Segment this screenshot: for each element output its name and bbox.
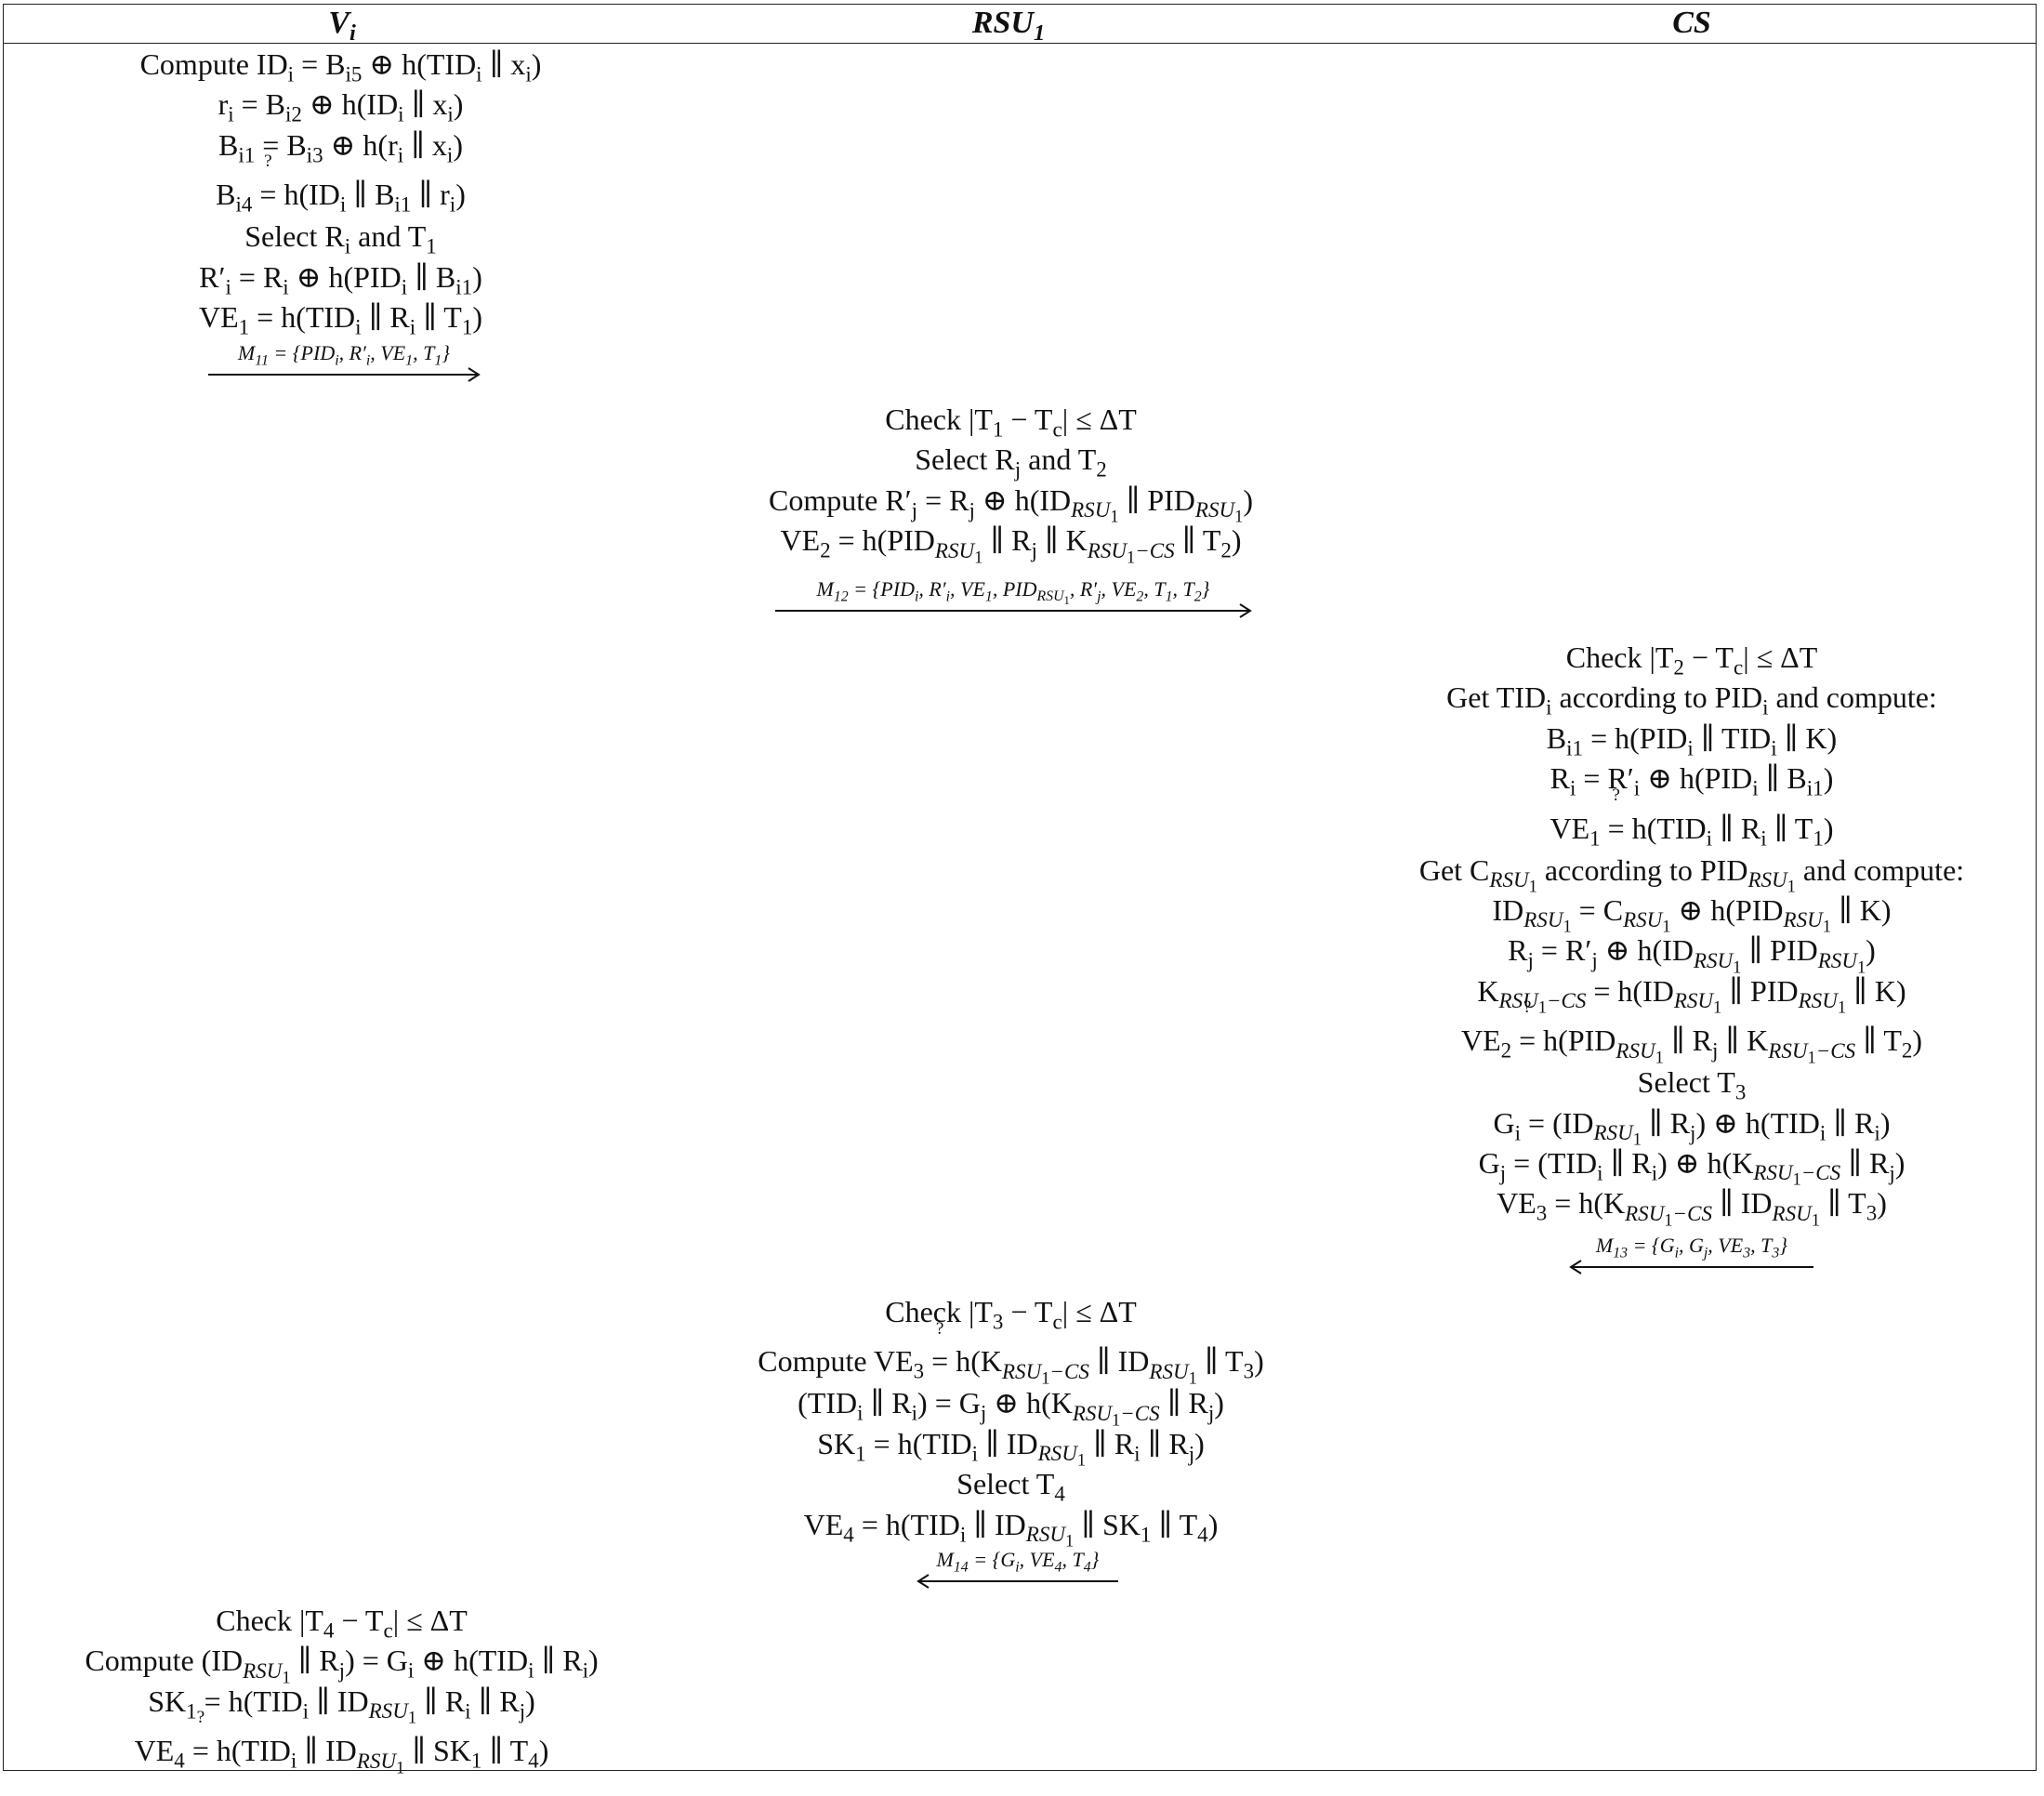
step-line: Bi1 = h(PIDi ∥ TIDi ∥ K) — [1546, 720, 1838, 760]
step-line: Check |T1 − Tc| ≤ ΔT — [885, 403, 1137, 442]
left-arrow-icon — [1569, 1260, 1813, 1274]
step-line: Check |T3 − Tc| ≤ ΔT — [885, 1295, 1137, 1334]
step-line: Select T3 — [1637, 1065, 1747, 1104]
column-header-cs-text: CS — [1672, 6, 1711, 40]
column-header-rsu-text: RSU1 — [971, 6, 1046, 46]
rsu-respond-steps: Check |T3 − Tc| ≤ ΔT Compute VE3 ? = h(KR… — [674, 1292, 1348, 1551]
step-line: Gi = (IDRSU1 ∥ Rj) ⊕ h(TIDi ∥ Ri) — [1493, 1105, 1891, 1149]
step-line: Compute VE3 ? = h(KRSU1−CS ∥ IDRSU1 ∥ T3) — [758, 1318, 1264, 1388]
right-arrow-icon — [775, 603, 1252, 618]
step-line: R′i = Ri ⊕ h(PIDi ∥ Bi1) — [199, 259, 482, 298]
rsu-forward-steps: Check |T1 − Tc| ≤ ΔT Select Rj and T2 Co… — [674, 400, 1348, 567]
step-line: Gj = (TIDi ∥ Ri) ⊕ h(KRSU1−CS ∥ Rj) — [1478, 1145, 1906, 1189]
step-line: Compute R′j = Rj ⊕ h(IDRSU1 ∥ PIDRSU1) — [769, 482, 1253, 526]
step-line: SK1 = h(TIDi ∥ IDRSU1 ∥ Ri ∥ Rj) — [148, 1684, 535, 1727]
message-m14-label: M14 = {Gi, VE4, T4} — [936, 1548, 1100, 1576]
step-line: Bi1 = Bi3 ⊕ h(ri ∥ xi) — [218, 127, 463, 167]
step-line: Select Rj and T2 — [915, 442, 1107, 482]
step-line: KRSU1−CS = h(IDRSU1 ∥ PIDRSU1 ∥ K) — [1477, 973, 1906, 1017]
step-line: Compute (IDRSU1 ∥ Rj) = Gi ⊕ h(TIDi ∥ Ri… — [85, 1644, 599, 1687]
step-line: Compute IDi = Bi5 ⊕ h(TIDi ∥ xi) — [139, 47, 542, 86]
header-rule — [3, 43, 2037, 44]
step-line: Select Ri and T1 — [244, 219, 437, 258]
step-line: Get CRSU1 according to PIDRSU1 and compu… — [1418, 852, 1965, 896]
step-line: Check |T4 − Tc| ≤ ΔT — [216, 1604, 468, 1643]
message-m13-label: M13 = {Gi, Gj, VE3, T3} — [1595, 1234, 1788, 1261]
step-line: VE1 = h(TIDi ∥ Ri ∥ T1) — [198, 299, 483, 339]
right-arrow-icon — [208, 367, 481, 382]
message-m12: M12 = {PIDi, R′i, VE1, PIDRSU1, R′j, VE2… — [744, 576, 1283, 619]
step-line: SK1 = h(TIDi ∥ IDRSU1 ∥ Ri ∥ Rj) — [817, 1426, 1205, 1470]
step-line: Ri = R′i ⊕ h(PIDi ∥ Bi1) — [1549, 761, 1834, 800]
step-line: VE2 ? = h(PIDRSU1 ∥ Rj ∥ KRSU1−CS ∥ T2) — [1460, 997, 1923, 1067]
step-line: Select T4 — [956, 1467, 1065, 1506]
message-m11: M11 = {PIDi, R′i, VE1, T1} — [195, 340, 493, 383]
column-header-cs: CS — [1348, 4, 2036, 43]
step-line: VE2 = h(PIDRSU1 ∥ Rj ∥ KRSU1−CS ∥ T2) — [780, 523, 1242, 567]
column-header-vehicle: Vi — [7, 4, 677, 46]
column-header-rsu: RSU1 — [665, 4, 1352, 46]
protocol-table-frame — [3, 4, 2037, 1771]
step-line: VE1 ? = h(TIDi ∥ Ri ∥ T1) — [1549, 785, 1834, 850]
step-line: ri = Bi2 ⊕ h(IDi ∥ xi) — [218, 87, 464, 126]
message-m11-label: M11 = {PIDi, R′i, VE1, T1} — [237, 341, 451, 369]
step-line: VE4 = h(TIDi ∥ IDRSU1 ∥ SK1 ∥ T4) — [803, 1507, 1219, 1551]
step-line: Bi4 ? = h(IDi ∥ Bi1 ∥ ri) — [216, 152, 466, 217]
vehicle-login-steps: Compute IDi = Bi5 ⊕ h(TIDi ∥ xi) ri = Bi… — [19, 45, 663, 339]
message-m14: M14 = {Gi, VE4, T4} — [892, 1547, 1143, 1590]
vehicle-finish-steps: Check |T4 − Tc| ≤ ΔT Compute (IDRSU1 ∥ R… — [9, 1601, 674, 1777]
step-line: Check |T2 − Tc| ≤ ΔT — [1565, 640, 1818, 680]
step-line: Rj = R′j ⊕ h(IDRSU1 ∥ PIDRSU1) — [1508, 933, 1876, 977]
step-line: (TIDi ∥ Ri) = Gj ⊕ h(KRSU1−CS ∥ Rj) — [798, 1386, 1224, 1430]
message-m13: M13 = {Gi, Gj, VE3, T3} — [1548, 1233, 1836, 1275]
step-line: VE3 = h(KRSU1−CS ∥ IDRSU1 ∥ T3) — [1497, 1186, 1887, 1230]
left-arrow-icon — [917, 1574, 1118, 1589]
message-m12-label: M12 = {PIDi, R′i, VE1, PIDRSU1, R′j, VE2… — [816, 577, 1210, 608]
column-header-vehicle-text: Vi — [328, 6, 356, 46]
step-line: IDRSU1 = CRSU1 ⊕ h(PIDRSU1 ∥ K) — [1492, 892, 1892, 936]
step-line: VE4 ? = h(TIDi ∥ IDRSU1 ∥ SK1 ∥ T4) — [134, 1708, 549, 1777]
cs-verify-steps: Check |T2 − Tc| ≤ ΔT Get TIDi according … — [1348, 638, 2036, 1230]
step-line: Get TIDi according to PIDi and compute: — [1446, 680, 1937, 720]
